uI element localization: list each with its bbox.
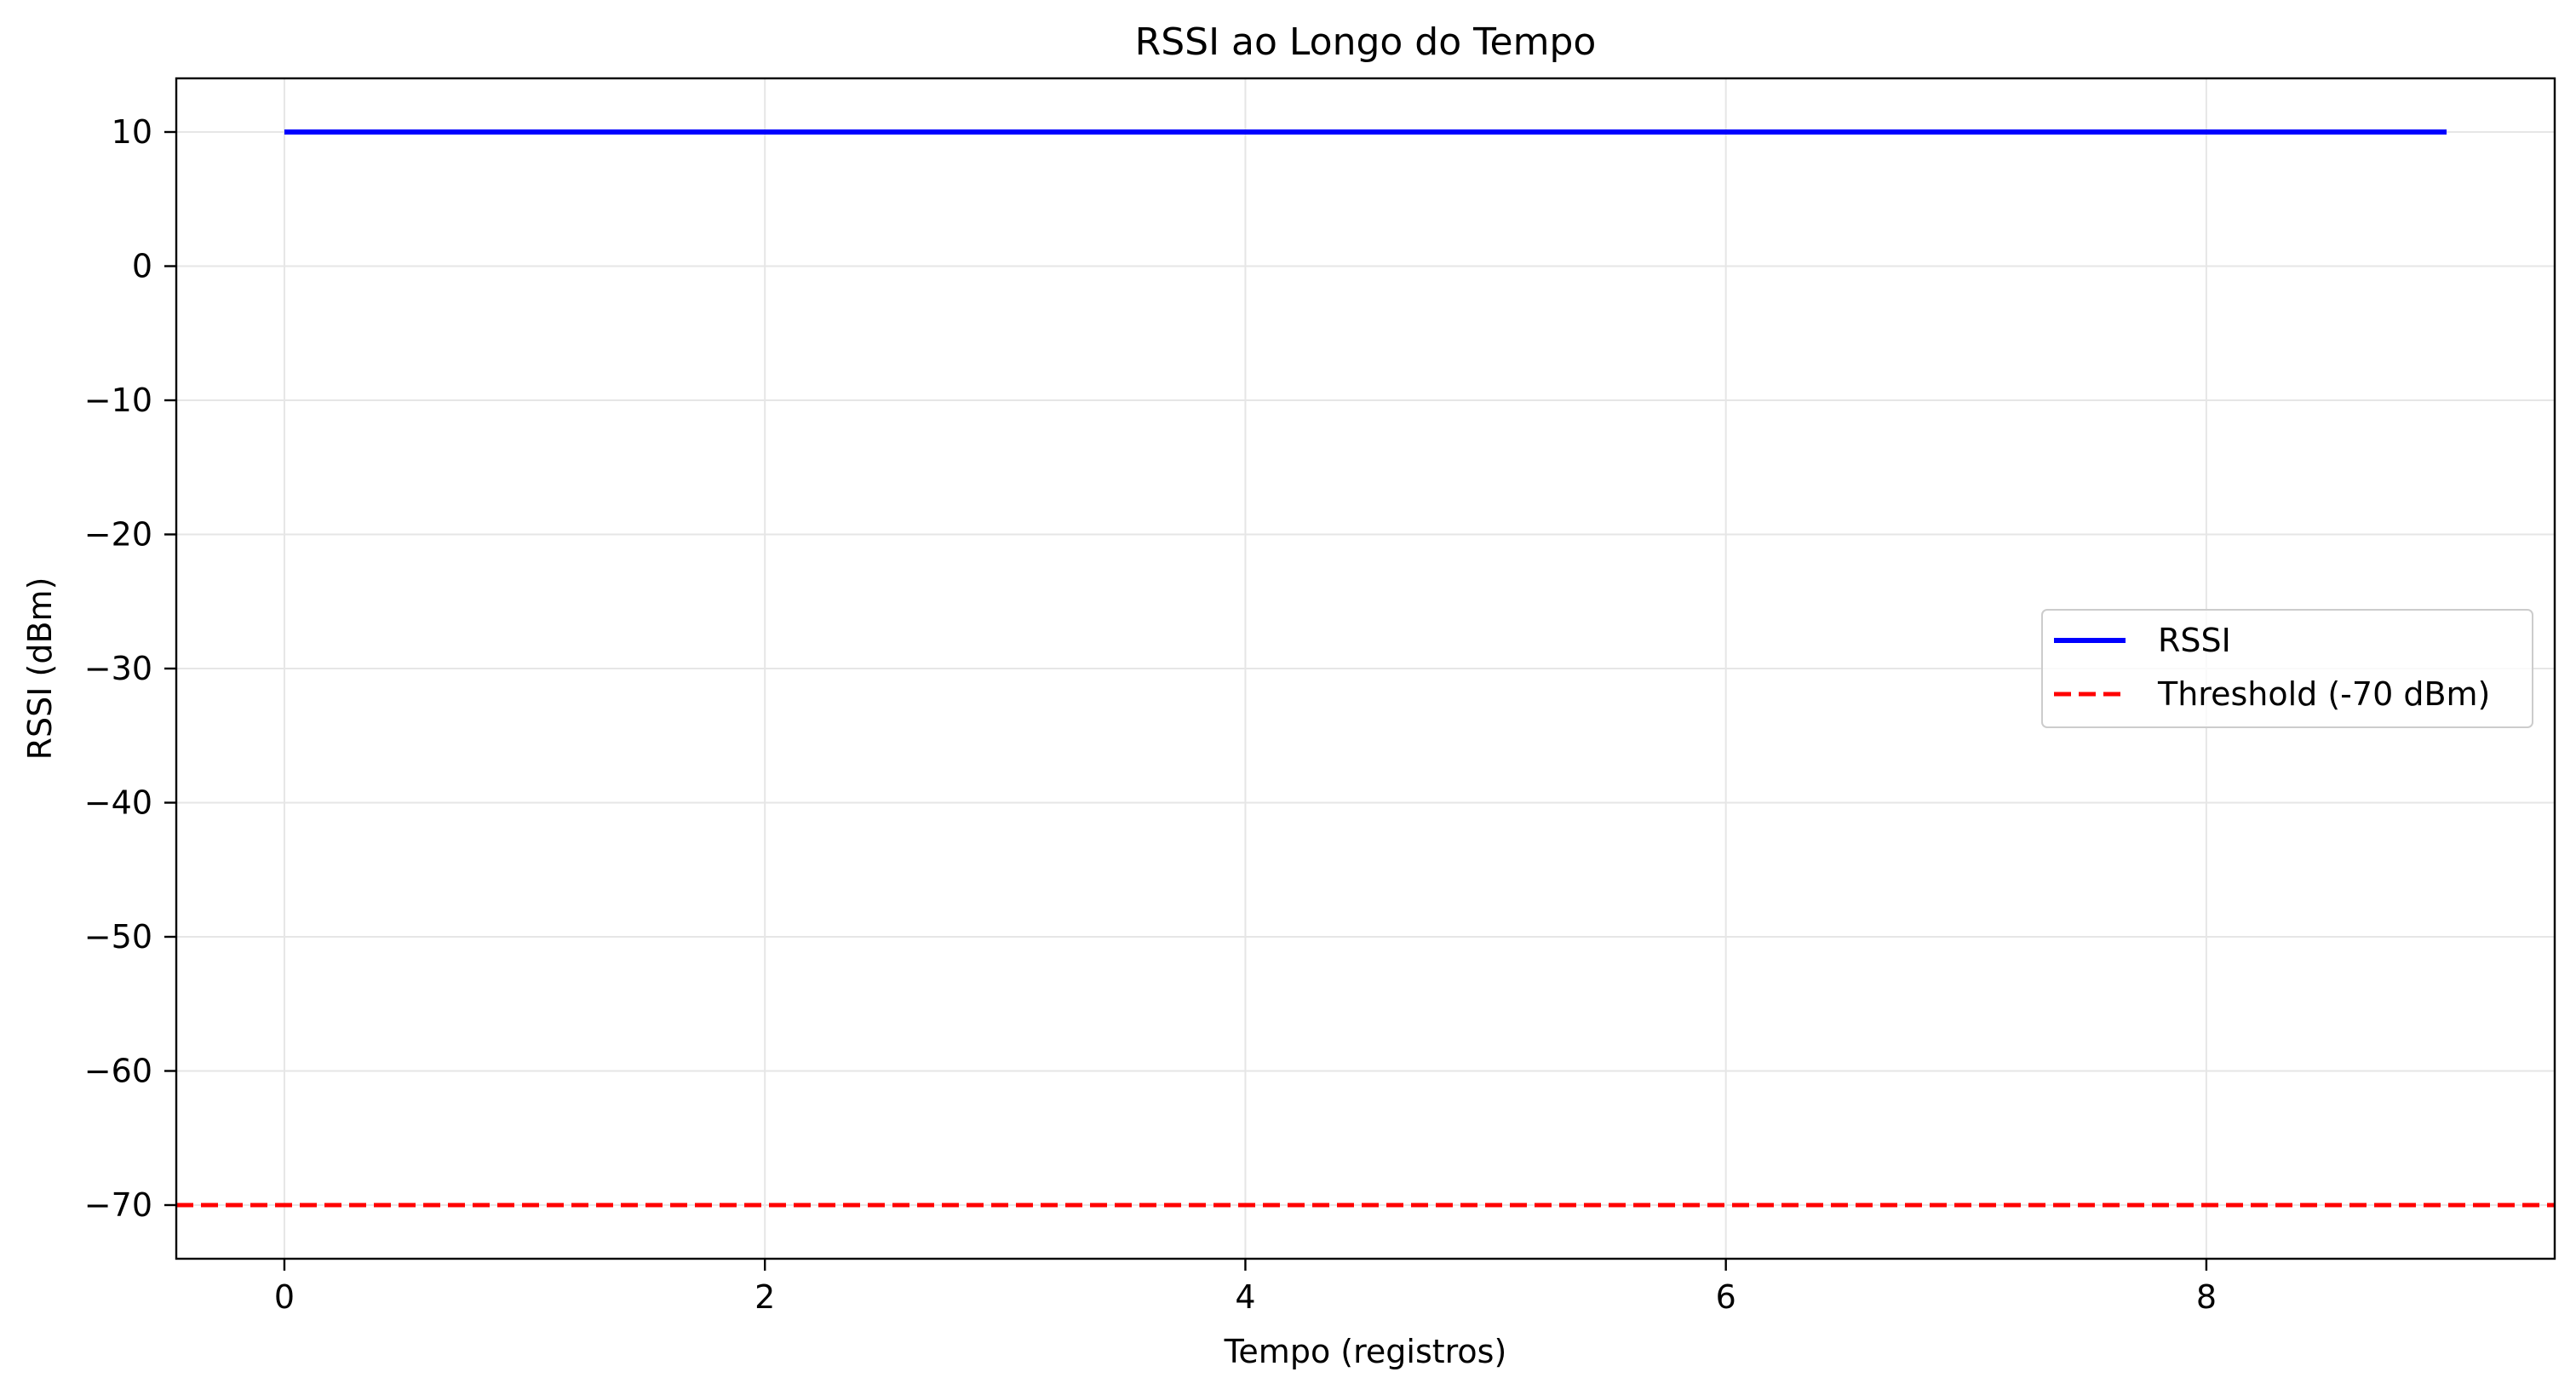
legend-box (2041, 609, 2533, 728)
x-tick-label: 0 (274, 1278, 295, 1316)
plot-data (176, 129, 2555, 1208)
y-tick-label: 10 (112, 113, 152, 151)
y-tick-label: −30 (84, 650, 152, 687)
x-tick-label: 6 (1716, 1278, 1736, 1316)
legend-label-rssi: RSSI (2158, 622, 2231, 659)
chart-title: RSSI ao Longo do Tempo (1135, 20, 1597, 64)
y-tick-label: −70 (84, 1186, 152, 1224)
x-tick-label: 4 (1235, 1278, 1255, 1316)
y-tick-label: −50 (84, 918, 152, 956)
x-tick-label: 8 (2196, 1278, 2217, 1316)
y-tick-label: −20 (84, 516, 152, 554)
legend: RSSI Threshold (-70 dBm) (2041, 609, 2533, 728)
legend-label-threshold: Threshold (-70 dBm) (2157, 675, 2490, 713)
y-tick-label: −40 (84, 784, 152, 822)
x-axis-label: Tempo (registros) (1224, 1333, 1507, 1370)
y-tick-label: 0 (132, 248, 152, 285)
axis-ticks: 0 2 4 6 8 10 0 −10 −20 −30 −40 −50 −60 −70 (84, 113, 2217, 1316)
y-tick-label: −60 (84, 1053, 152, 1090)
y-axis-label: RSSI (dBm) (21, 577, 59, 761)
x-tick-label: 2 (754, 1278, 775, 1316)
y-tick-label: −10 (84, 382, 152, 419)
